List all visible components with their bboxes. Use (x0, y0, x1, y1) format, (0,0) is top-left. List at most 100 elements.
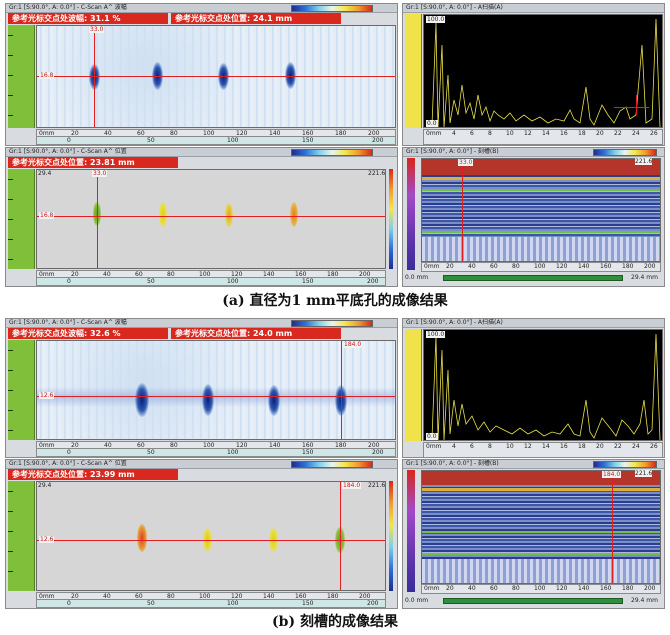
vertical-ruler[interactable] (8, 25, 35, 128)
scan-scrollbar[interactable]: 0 50 100 150 200 (37, 599, 385, 607)
backwall-echo-band (422, 553, 660, 555)
x-tick: 80 (167, 271, 175, 278)
amplitude-ruler[interactable] (405, 329, 422, 441)
panel-titlebar: Gr:1 [S:90.0°, A: 0.0°] - C-Scan A^ 波幅 (6, 319, 397, 328)
x-tick: 0mm (39, 442, 55, 449)
position-readout: 参考光标交点处位置: 24.0 mm (171, 328, 341, 339)
amplitude-ruler[interactable] (405, 14, 422, 128)
x-tick: 180 (327, 271, 339, 278)
reference-cursor-horizontal[interactable] (37, 396, 395, 397)
ascan-panel-b: Gr:1 [S:90.0°, A: 0.0°] - A扫描(A) 100.0 0… (402, 318, 665, 458)
gate-marker[interactable] (636, 95, 637, 115)
x-tick: 20 (71, 130, 79, 137)
panel-title: Gr:1 [S:90.0°, A: 0.0°] - A扫描(A) (406, 319, 503, 326)
cscan-amplitude-image[interactable]: 184.0 12.6 (36, 340, 396, 440)
x-tick: 120 (231, 593, 243, 600)
x-tick: 200 (359, 271, 371, 278)
x-tick: 18 (578, 443, 586, 450)
cursor-top-label: 184.0 (342, 482, 362, 489)
color-palette (593, 149, 657, 156)
x-tick: 80 (170, 130, 178, 137)
x-tick: 24 (632, 130, 640, 137)
scroll-label: 0 (67, 449, 71, 456)
x-tick: 6 (470, 130, 474, 137)
amplitude-readout: 参考光标交点处波幅: 31.1 % (8, 13, 168, 24)
depth-start-label: 0.0 mm (405, 274, 429, 281)
depth-color-bar (407, 158, 415, 270)
color-palette (291, 461, 373, 468)
scroll-label: 0 (67, 137, 71, 144)
ascan-trace-svg (425, 18, 661, 127)
depth-range-bar[interactable] (443, 275, 623, 281)
cscan-position-image[interactable]: 184.0 12.6 (36, 481, 386, 591)
x-tick: 14 (542, 130, 550, 137)
range-right-label: 221.6 (635, 158, 653, 165)
x-tick: 160 (295, 593, 307, 600)
scroll-label: 50 (147, 137, 155, 144)
scan-scrollbar[interactable]: 0 50 100 150 200 (37, 448, 395, 456)
bscan-image[interactable]: 184.0 (421, 470, 661, 584)
x-tick: 200 (359, 593, 371, 600)
vertical-ruler[interactable] (8, 169, 35, 269)
x-tick: 180 (327, 593, 339, 600)
x-tick: 14 (542, 443, 550, 450)
x-tick: 140 (269, 442, 281, 449)
color-palette (593, 461, 657, 468)
x-tick: 20 (596, 443, 604, 450)
panel-title: Gr:1 [S:90.0°, A: 0.0°] - A扫描(A) (406, 4, 503, 11)
x-tick: 80 (170, 442, 178, 449)
scroll-label: 100 (227, 137, 239, 144)
amp-top-label: 100.0 (426, 16, 446, 23)
defect-indication (225, 203, 233, 227)
bscan-image[interactable]: 33.0 (421, 158, 661, 262)
x-tick: 4 (452, 130, 456, 137)
x-tick: 40 (103, 593, 111, 600)
cscan-position-panel-b: Gr:1 [S:90.0°, A: 0.0°] - C-Scan A^ 位置 参… (5, 459, 398, 609)
panel-titlebar: Gr:1 [S:90.0°, A: 0.0°] - C-Scan A^ 波幅 (6, 4, 397, 13)
reference-cursor-vertical[interactable] (94, 26, 95, 127)
depth-range-bar[interactable] (443, 598, 623, 604)
ascan-waveform[interactable]: 100.0 0.0 (423, 14, 663, 128)
reference-cursor-horizontal[interactable] (37, 216, 385, 217)
x-tick: 20 (71, 271, 79, 278)
reference-cursor-vertical[interactable] (340, 482, 341, 590)
depth-end-label: 29.4 mm (631, 274, 658, 281)
panel-titlebar: Gr:1 [S:90.0°, A: 0.0°] - 刻槽(B) (403, 148, 664, 157)
scroll-label: 150 (302, 600, 314, 607)
ascan-waveform[interactable]: 100.0 0.0 (423, 329, 663, 441)
x-tick: 140 (263, 593, 275, 600)
panel-title: Gr:1 [S:90.0°, A: 0.0°] - C-Scan A^ 波幅 (9, 4, 127, 11)
scroll-label: 200 (367, 278, 379, 285)
x-axis: 0mm 20 40 60 80 100 120 140 160 180 200 … (36, 592, 386, 608)
cscan-position-image[interactable]: 33.0 16.8 (36, 169, 386, 269)
vertical-ruler[interactable] (8, 340, 35, 440)
x-tick: 40 (104, 130, 112, 137)
color-palette (291, 5, 373, 12)
reference-cursor-vertical[interactable] (462, 159, 463, 261)
x-tick: 60 (137, 442, 145, 449)
scroll-label: 0 (67, 600, 71, 607)
vertical-ruler[interactable] (8, 481, 35, 591)
cursor-top-label: 33.0 (458, 159, 474, 166)
x-tick: 180 (335, 130, 347, 137)
reference-cursor-horizontal[interactable] (37, 540, 385, 541)
gate-line[interactable] (614, 107, 649, 108)
x-axis: 0mm 20 40 60 80 100 120 140 160 180 200 … (36, 441, 396, 457)
scan-scrollbar[interactable]: 0 50 100 150 200 (37, 277, 385, 285)
ascan-trace (425, 18, 661, 127)
scroll-label: 150 (302, 278, 314, 285)
reference-cursor-vertical[interactable] (97, 170, 98, 268)
scan-scrollbar[interactable]: 0 50 100 150 200 (37, 136, 395, 144)
x-tick: 0mm (426, 443, 442, 450)
reference-cursor-vertical[interactable] (612, 471, 613, 583)
reference-cursor-horizontal[interactable] (37, 76, 395, 77)
scroll-label: 200 (372, 449, 384, 456)
x-tick: 40 (468, 263, 476, 270)
cscan-amplitude-image[interactable]: 33.0 16.8 (36, 25, 396, 128)
x-tick: 60 (135, 271, 143, 278)
range-right-label: 221.6 (368, 170, 386, 177)
x-tick: 80 (512, 263, 520, 270)
reference-cursor-vertical[interactable] (341, 341, 342, 439)
scroll-label: 150 (302, 449, 314, 456)
defect-indication (137, 524, 147, 552)
